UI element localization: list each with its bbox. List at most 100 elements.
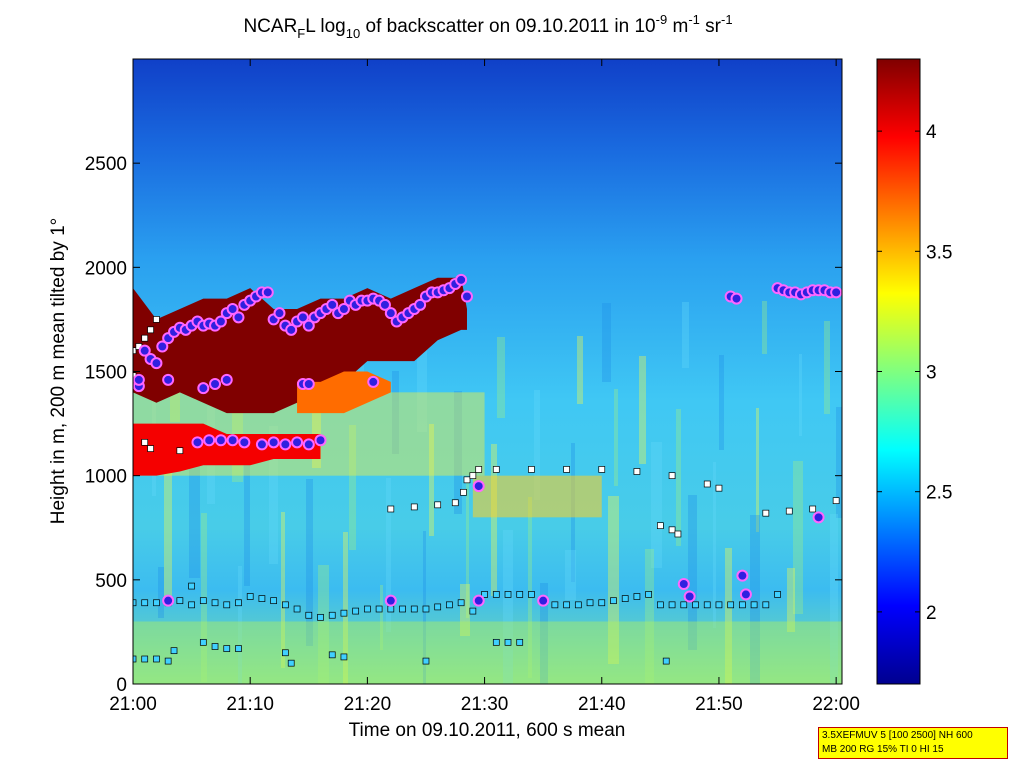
cloud-base-marker — [492, 466, 500, 473]
cloud-base-marker — [434, 501, 442, 509]
field-streak — [602, 303, 611, 382]
low-marker — [340, 653, 348, 661]
low-marker — [662, 657, 670, 665]
field-streak — [836, 407, 842, 518]
cloud-base-marker — [657, 522, 664, 530]
low-marker — [133, 655, 137, 663]
field-streak — [762, 301, 767, 354]
low-marker — [668, 601, 676, 609]
cloud-base-marker — [633, 468, 641, 475]
field-streak — [534, 390, 540, 500]
field-streak — [830, 514, 838, 684]
parameter-line-1: 3.5XEFMUV 5 [100 2500] NH 600 — [822, 730, 973, 741]
field-streak — [392, 371, 399, 454]
low-marker — [504, 638, 512, 646]
cloud-top-marker — [238, 436, 251, 449]
cloud-base-marker — [598, 466, 606, 473]
cloud-base-marker — [762, 509, 770, 517]
title-sup3: -1 — [721, 12, 733, 27]
field-streak — [238, 566, 242, 684]
x-axis: 21:00 21:10 21:20 21:30 21:40 21:50 22:00 — [109, 59, 860, 715]
cloud-base-marker — [785, 507, 793, 515]
cloud-top-marker — [472, 480, 485, 493]
cloud-base-marker — [809, 505, 817, 513]
cloud-base-marker — [460, 488, 467, 496]
colorbar-axis: 2 2.5 3 3.5 4 — [877, 122, 952, 624]
cloud-top-marker — [197, 382, 210, 395]
cloud-base-marker — [668, 472, 676, 480]
field-streak — [232, 373, 243, 482]
cloud-top-marker — [812, 511, 825, 524]
cloud-top-marker — [291, 436, 304, 449]
low-marker — [258, 595, 266, 602]
field-streak — [343, 532, 348, 684]
cloud-top-marker — [736, 569, 749, 582]
title-mid2: of backscatter on 09.10.2011 in 10 — [360, 16, 655, 37]
field-streak — [417, 338, 427, 432]
low-marker — [188, 601, 195, 609]
cloud-base-marker — [176, 447, 184, 455]
low-marker — [610, 597, 617, 605]
cloud-base-marker — [147, 326, 154, 334]
low-marker — [762, 601, 770, 609]
low-marker — [387, 605, 395, 613]
field-streak — [164, 460, 172, 600]
cloud-base-marker — [463, 476, 471, 484]
cloud-top-marker — [156, 340, 169, 353]
low-marker — [281, 601, 289, 609]
cloud-base-marker — [668, 526, 676, 534]
field-streak — [608, 496, 619, 664]
low-marker — [317, 613, 324, 621]
low-marker — [446, 601, 453, 609]
low-marker — [586, 599, 594, 607]
low-marker — [153, 599, 160, 607]
cloud-base-marker — [832, 497, 840, 505]
cloud-top-marker — [367, 375, 380, 388]
y-tick-label: 1500 — [85, 363, 127, 384]
low-marker — [281, 649, 289, 657]
cloud-top-marker — [273, 307, 286, 320]
low-marker — [164, 657, 172, 665]
y-axis-label: Height in m, 200 m mean tilted by 1° — [48, 218, 69, 524]
cloud-top-marker — [455, 273, 468, 286]
cloud-top-marker — [214, 434, 227, 447]
low-marker — [516, 638, 524, 646]
cloud-base-marker — [387, 505, 395, 513]
x-tick-label: 21:20 — [344, 694, 392, 715]
field-streak — [614, 389, 618, 486]
field-streak — [540, 583, 548, 684]
cloud-top-marker — [267, 436, 280, 449]
cloud-base-marker — [410, 503, 418, 511]
low-marker — [727, 601, 735, 609]
field-band — [133, 621, 842, 684]
low-marker — [235, 645, 242, 652]
field-streak — [306, 479, 313, 646]
low-marker — [469, 607, 477, 615]
cloud-top-marker — [162, 373, 175, 386]
cloud-top-marker — [226, 303, 239, 315]
cloud-top-marker — [150, 357, 163, 370]
cloud-base-marker — [674, 530, 682, 538]
low-marker — [352, 607, 360, 615]
y-tick-label: 2500 — [85, 154, 127, 175]
title-sup2: -1 — [688, 12, 700, 27]
field-streak — [454, 391, 462, 514]
colorbar-tick-label: 4 — [926, 122, 937, 143]
field-streak — [349, 425, 356, 550]
low-marker — [223, 601, 231, 609]
cloud-base-marker — [141, 334, 149, 342]
field-streak — [491, 444, 497, 596]
field-streak — [676, 409, 681, 546]
cloud-top-marker — [191, 436, 204, 449]
field-streak — [158, 567, 164, 618]
low-marker — [170, 647, 178, 655]
low-marker — [551, 601, 559, 609]
cloud-base-marker — [563, 466, 570, 473]
field-streak — [497, 337, 505, 418]
field-streak — [318, 565, 329, 684]
x-tick-label: 21:00 — [109, 694, 157, 715]
cloud-base-marker — [528, 466, 535, 473]
low-marker — [739, 601, 746, 609]
low-marker — [305, 611, 313, 619]
